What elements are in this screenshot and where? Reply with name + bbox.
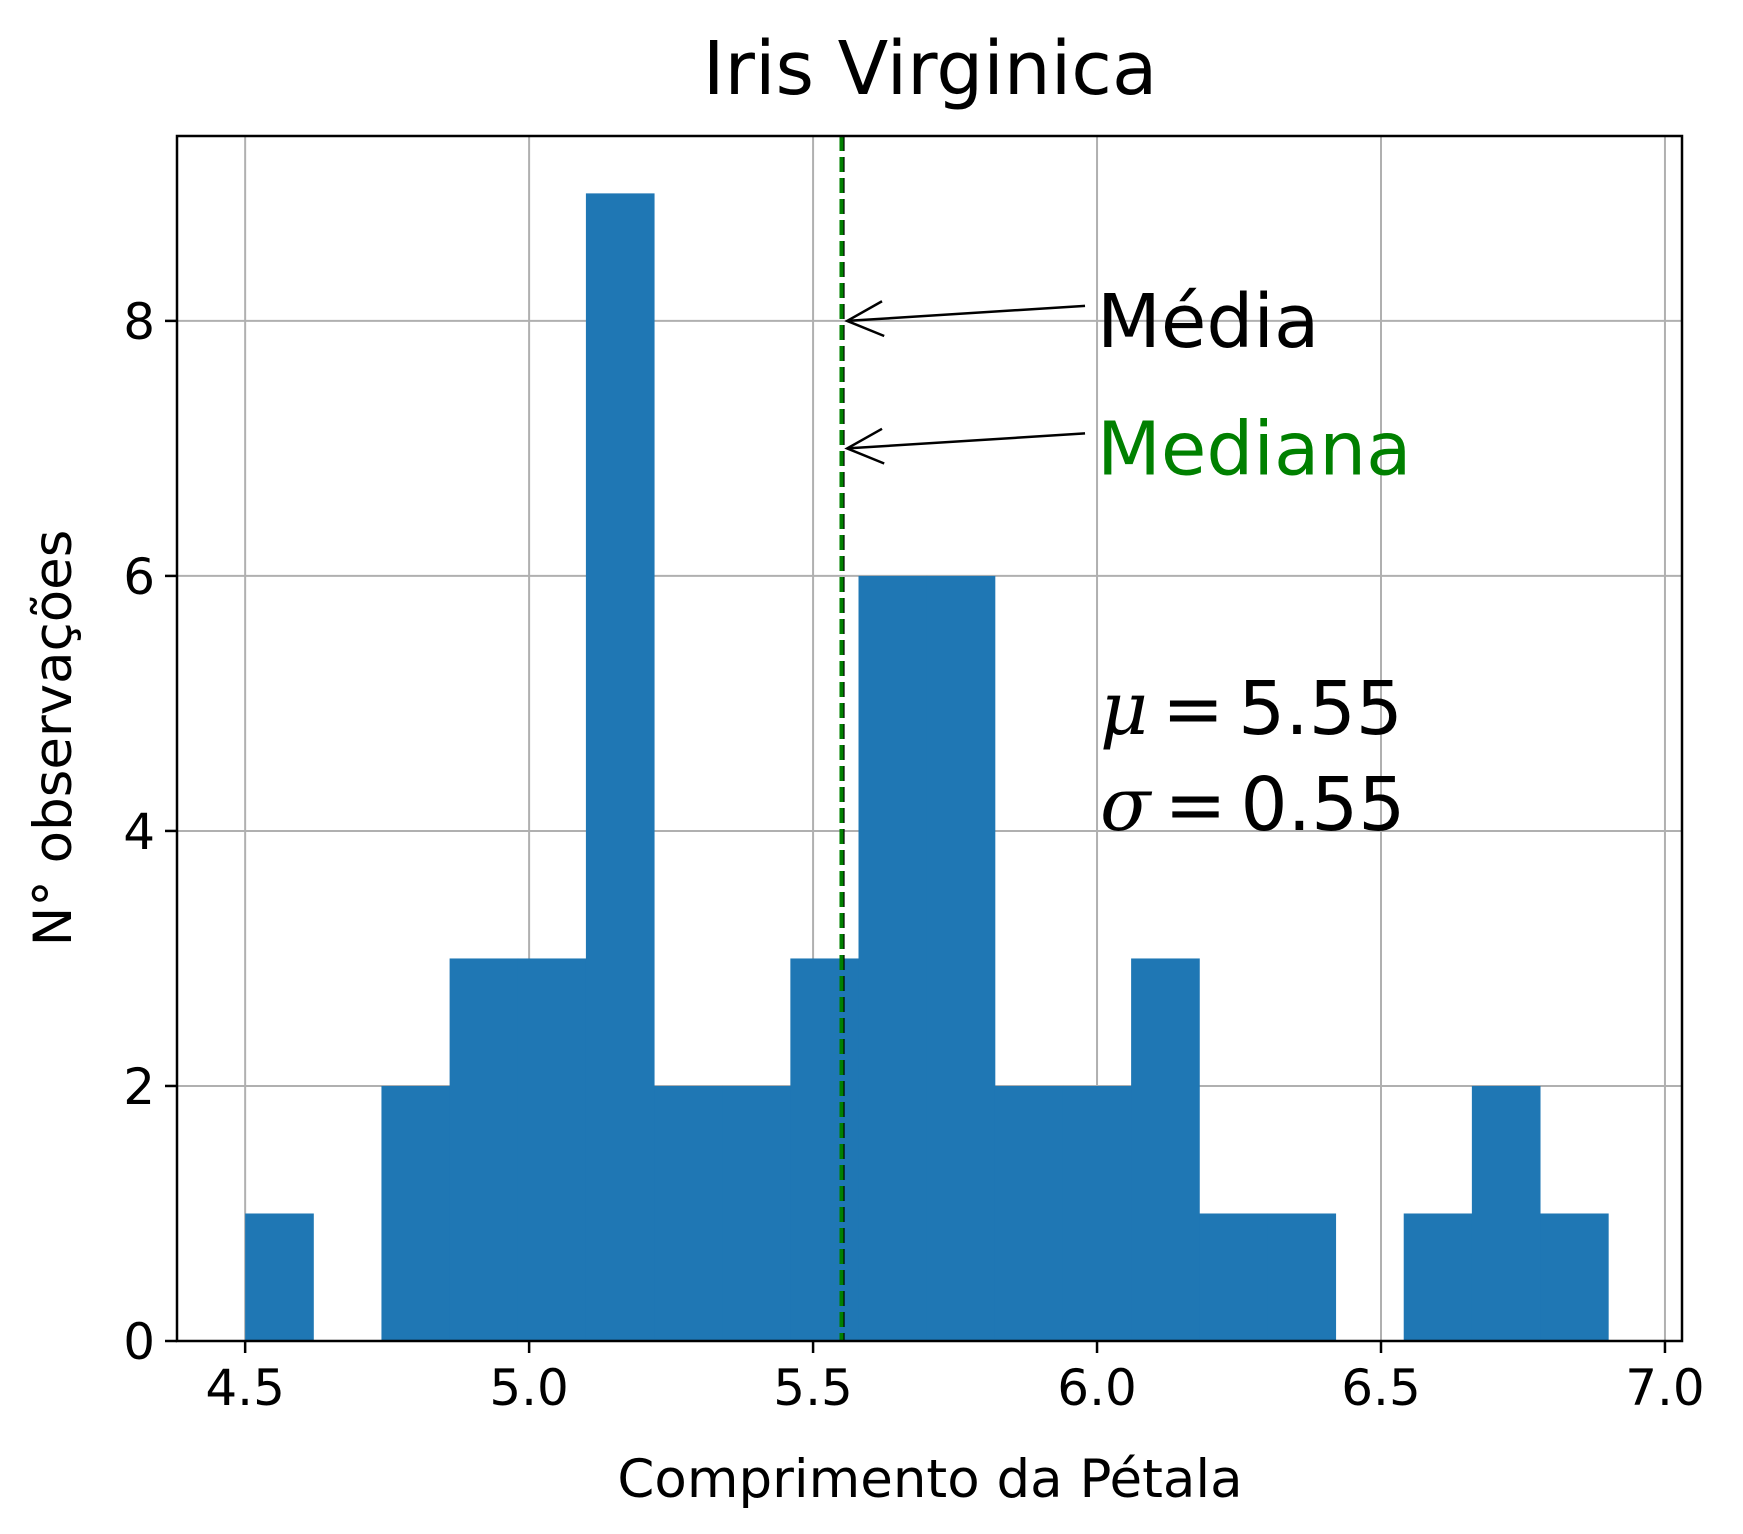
y-tick-label: 0 — [123, 1313, 155, 1371]
histogram-bar — [722, 1085, 791, 1341]
mu-symbol: μ — [1100, 666, 1148, 752]
stats-annotation: μ = 5.55 σ = 0.55 — [1100, 666, 1405, 848]
y-tick-label: 2 — [123, 1058, 155, 1116]
x-axis-ticks: 4.5 5.0 5.5 6.0 6.5 7.0 — [205, 1341, 1705, 1417]
annotation-arrow — [847, 304, 1086, 323]
annotation-arrow — [847, 432, 1086, 450]
histogram-bar — [926, 575, 996, 1341]
histogram-bar — [994, 1085, 1064, 1341]
histogram-bar — [858, 575, 928, 1341]
reference-lines — [839, 136, 845, 1341]
histogram-bar — [1403, 1213, 1473, 1341]
sigma-value: 0.55 — [1241, 762, 1406, 848]
x-tick-label: 4.5 — [205, 1359, 285, 1417]
y-tick-label: 8 — [123, 293, 155, 351]
y-tick-label: 6 — [123, 548, 155, 606]
mean-stat: μ = 5.55 — [1100, 666, 1403, 752]
x-tick-label: 5.0 — [489, 1359, 569, 1417]
histogram-bar — [1267, 1213, 1337, 1341]
histogram-bar — [381, 1085, 451, 1341]
histogram-bar — [245, 1213, 314, 1341]
std-stat: σ = 0.55 — [1100, 762, 1405, 848]
sigma-equals: = — [1165, 762, 1227, 848]
y-axis-label: N° observações — [23, 530, 84, 947]
x-tick-label: 6.5 — [1341, 1359, 1421, 1417]
histogram-bar — [1199, 1213, 1268, 1341]
x-tick-label: 6.0 — [1057, 1359, 1137, 1417]
mu-equals: = — [1162, 666, 1224, 752]
histogram-bar — [517, 958, 587, 1341]
histogram-bar — [449, 958, 519, 1341]
annotations: Média Mediana — [844, 279, 1412, 492]
histogram-bar — [654, 1085, 723, 1341]
chart-title: Iris Virginica — [703, 26, 1158, 112]
histogram-bar — [585, 193, 655, 1341]
annotation-arrowhead — [844, 427, 885, 465]
sigma-symbol: σ — [1100, 762, 1153, 848]
histogram-bar — [790, 958, 860, 1341]
y-tick-label: 4 — [123, 803, 155, 861]
annotation-arrowhead — [844, 300, 885, 338]
y-axis-ticks: 0 2 4 6 8 — [123, 293, 177, 1371]
x-tick-label: 7.0 — [1625, 1359, 1705, 1417]
annotation-label: Mediana — [1097, 406, 1412, 492]
x-axis-label: Comprimento da Pétala — [617, 1449, 1242, 1510]
x-tick-label: 5.5 — [773, 1359, 853, 1417]
plot-frame — [175, 134, 1684, 1343]
histogram-bar — [1471, 1085, 1541, 1341]
histogram-bar — [1540, 1213, 1609, 1341]
histogram-bar — [1131, 958, 1200, 1341]
mu-value: 5.55 — [1238, 666, 1403, 752]
histogram-bars — [245, 193, 1609, 1341]
histogram-bar — [1062, 1085, 1132, 1341]
annotation-label: Média — [1097, 279, 1319, 365]
